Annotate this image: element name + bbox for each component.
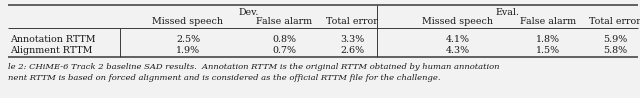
Text: 4.1%: 4.1%: [446, 34, 470, 44]
Text: Annotation RTTM: Annotation RTTM: [10, 34, 95, 44]
Text: 5.8%: 5.8%: [603, 45, 627, 54]
Text: nent RTTM is based on forced alignment and is considered as the official RTTM fi: nent RTTM is based on forced alignment a…: [8, 74, 440, 82]
Text: Total error: Total error: [589, 16, 640, 25]
Text: le 2: CHiME-6 Track 2 baseline SAD results.  Annotation RTTM is the original RTT: le 2: CHiME-6 Track 2 baseline SAD resul…: [8, 63, 499, 71]
Text: Missed speech: Missed speech: [152, 16, 223, 25]
Text: 1.8%: 1.8%: [536, 34, 560, 44]
Text: 0.7%: 0.7%: [272, 45, 296, 54]
Text: 5.9%: 5.9%: [603, 34, 627, 44]
Text: 0.8%: 0.8%: [272, 34, 296, 44]
Text: Dev.: Dev.: [238, 8, 259, 16]
Text: 2.6%: 2.6%: [340, 45, 364, 54]
Text: Total error: Total error: [326, 16, 378, 25]
Text: Missed speech: Missed speech: [422, 16, 493, 25]
Text: False alarm: False alarm: [520, 16, 576, 25]
Text: 1.5%: 1.5%: [536, 45, 560, 54]
Text: 2.5%: 2.5%: [176, 34, 200, 44]
Text: Eval.: Eval.: [495, 8, 520, 16]
Text: Alignment RTTM: Alignment RTTM: [10, 45, 92, 54]
Text: False alarm: False alarm: [256, 16, 312, 25]
Text: 1.9%: 1.9%: [176, 45, 200, 54]
Text: 3.3%: 3.3%: [340, 34, 364, 44]
Text: 4.3%: 4.3%: [446, 45, 470, 54]
